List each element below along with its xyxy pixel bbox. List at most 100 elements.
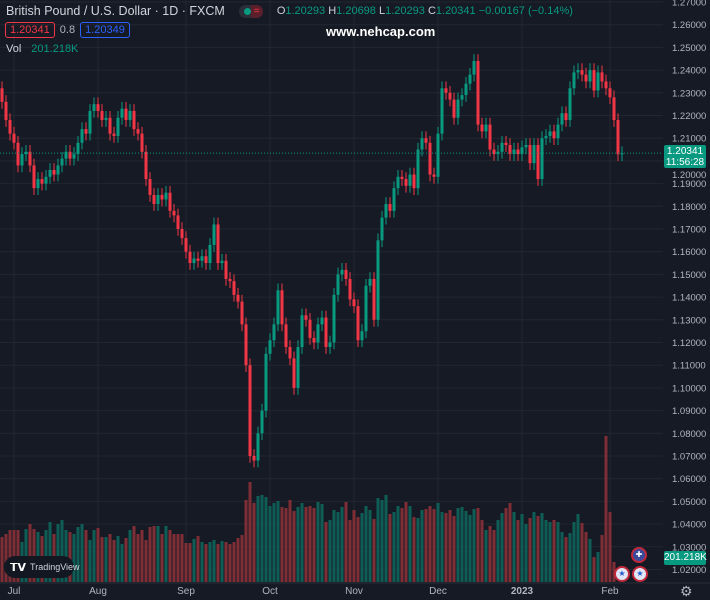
volume-bar [212,540,216,582]
candle-body [476,61,480,125]
price-tick-label: 1.04000 [672,520,706,531]
volume-bar [552,520,556,582]
candle-body [396,176,400,189]
volume-bar [492,530,496,582]
candle-body [128,110,132,121]
candle-body [296,347,300,388]
symbol-title[interactable]: British Pound / U.S. Dollar · 1D · FXCM [6,4,225,18]
candle-body [204,256,208,264]
candle-body [356,306,360,341]
candle-body [184,238,188,252]
candle-body [132,110,136,130]
volume-bar [480,520,484,582]
candle-body [32,165,36,189]
candle-body [36,179,40,189]
candle-body [324,317,328,348]
sell-button[interactable]: 1.20341 [5,22,55,38]
candle-body [140,133,144,152]
equals-icon: = [250,4,263,18]
volume-bar [520,514,524,582]
candle-body [604,81,608,89]
last-volume-label: 201.218K [664,551,707,565]
candle-body [300,315,304,348]
volume-bar [296,507,300,582]
volume-bar [528,518,532,582]
candle-body [308,319,312,338]
symbol-legend: British Pound / U.S. Dollar · 1D · FXCM … [6,4,573,18]
volume-bar [260,495,264,582]
candle-body [44,176,48,184]
candle-body [540,138,544,180]
candle-body [364,285,368,332]
volume-bar [184,543,188,582]
volume-bar [236,538,240,582]
candle-body [532,145,536,164]
volume-bar [120,544,124,582]
time-axis[interactable]: Jul Aug Sep Oct Nov Dec 2023 Feb [0,582,710,597]
candle-body [100,110,104,121]
volume-bar [108,534,112,582]
uk-event-flag-icon[interactable]: ✚ [631,547,647,563]
volume-bar [464,511,468,582]
candle-body [284,324,288,348]
volume-bar [88,540,92,582]
volume-bar [360,513,364,582]
candle-body [12,133,16,143]
buy-button[interactable]: 1.20349 [80,22,130,38]
price-tick-label: 1.25000 [672,43,706,54]
candle-body [336,274,340,295]
us-event-flag-icon[interactable]: ★ [632,566,648,582]
candle-body [384,204,388,218]
volume-bar [376,498,380,582]
candle-body [216,224,220,264]
volume-bar [328,520,332,582]
candle-body [372,278,376,320]
price-tick-label: 1.27000 [672,0,706,9]
candle-body [548,131,552,136]
candle-body [312,337,316,343]
candle-body [412,174,416,189]
volume-bar [276,501,280,582]
candle-body [480,124,484,132]
candle-body [120,108,124,118]
volume-bar [512,512,516,582]
time-tick-label: Dec [429,586,447,597]
volume-legend-label[interactable]: Vol [6,43,22,55]
volume-bar [24,529,28,582]
spread-value: 0.8 [59,24,76,36]
candle-body [164,192,168,200]
time-tick-label: Aug [89,586,107,597]
volume-bar [144,540,148,582]
candle-body [196,258,200,261]
candle-body [244,324,248,366]
volume-bar [608,512,612,582]
candle-body [28,151,32,166]
tradingview-logo[interactable]: 𝗧𝗩 TradingView [4,556,80,578]
volume-bar [476,508,480,582]
market-status-toggle[interactable]: = [238,4,263,18]
candle-body [80,129,84,143]
volume-bar [604,436,608,582]
candle-body [240,301,244,325]
volume-bar [244,500,248,582]
candle-body [236,294,240,302]
volume-bar [576,514,580,582]
candle-body [228,278,232,282]
candle-body [344,269,348,279]
volume-bar [280,507,284,582]
volume-bar [228,544,232,582]
candle-body [92,104,96,111]
candle-body [280,290,284,325]
volume-bar [416,518,420,582]
price-axis[interactable]: 1.27000 1.26000 1.25000 1.24000 1.23000 1.220… [672,0,706,576]
volume-bar [412,517,416,582]
us-event-flag-icon[interactable]: ★ [614,566,630,582]
candle-body [124,108,128,121]
volume-bar [148,527,152,582]
volume-bar [440,512,444,582]
settings-gear-icon[interactable]: ⚙ [680,583,693,599]
candle-body [60,158,64,166]
last-price-value: 1.20341 [666,146,704,157]
volume-bar [312,508,316,582]
